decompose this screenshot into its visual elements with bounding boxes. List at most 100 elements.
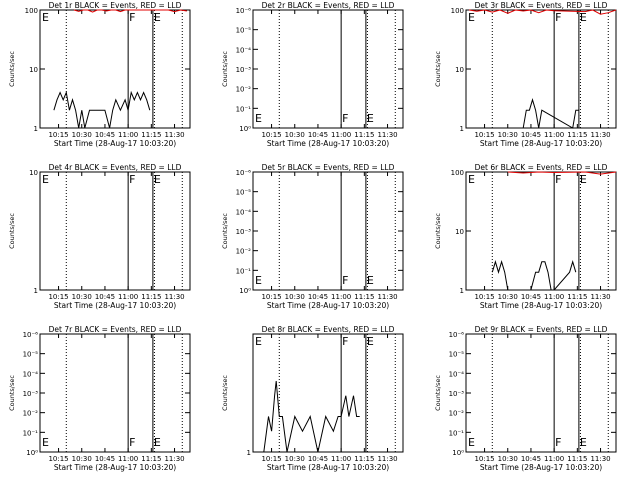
event-marker-label: E bbox=[580, 11, 587, 24]
event-marker-label: F bbox=[129, 173, 135, 186]
y-tick-label: 10⁻⁶ bbox=[23, 331, 39, 339]
x-tick-label: 10:15 bbox=[261, 293, 281, 301]
x-tick-label: 11:30 bbox=[377, 455, 397, 463]
x-tick-label: 11:00 bbox=[331, 293, 351, 301]
event-marker-label: F bbox=[129, 436, 135, 449]
event-marker-label: E bbox=[468, 11, 475, 24]
panel-title: Det 2r BLACK = Events, RED = LLD bbox=[262, 1, 395, 10]
x-tick-label: 11:00 bbox=[544, 131, 564, 139]
y-tick-label: 10⁻³ bbox=[236, 228, 252, 236]
x-tick-label: 11:15 bbox=[354, 455, 374, 463]
x-tick-label: 11:00 bbox=[118, 455, 138, 463]
panel-title: Det 5r BLACK = Events, RED = LLD bbox=[262, 163, 395, 172]
x-axis-label: Start Time (28-Aug-17 10:03:20) bbox=[480, 139, 602, 148]
y-tick-label: 10 bbox=[455, 66, 464, 74]
y-tick-label: 1 bbox=[460, 287, 464, 295]
detector-panel: Det 5r BLACK = Events, RED = LLD 10⁰ 10⁻¹ 1… bbox=[221, 163, 404, 310]
x-tick-label: 10:30 bbox=[498, 131, 518, 139]
x-tick-label: 11:30 bbox=[164, 131, 184, 139]
event-marker-label: F bbox=[555, 11, 561, 24]
x-tick-label: 11:00 bbox=[331, 131, 351, 139]
x-tick-label: 11:00 bbox=[118, 131, 138, 139]
event-marker-label: E bbox=[154, 11, 161, 24]
plot-frame bbox=[465, 333, 617, 453]
x-tick-label: 11:30 bbox=[590, 131, 610, 139]
x-tick-label: 10:15 bbox=[474, 131, 494, 139]
event-marker-label: E bbox=[580, 173, 587, 186]
x-tick-label: 11:15 bbox=[567, 293, 587, 301]
lld-series-line bbox=[469, 9, 617, 15]
y-tick-label: 10⁻⁴ bbox=[236, 46, 252, 54]
y-tick-label: 10⁻⁴ bbox=[23, 370, 39, 378]
y-tick-label: 10⁻⁴ bbox=[236, 208, 252, 216]
x-tick-label: 10:15 bbox=[261, 455, 281, 463]
event-marker-label: F bbox=[342, 335, 348, 348]
x-tick-label: 11:30 bbox=[164, 455, 184, 463]
y-tick-label: 10⁻⁵ bbox=[23, 351, 39, 359]
lld-series-line bbox=[73, 9, 187, 13]
y-tick-label: 10 bbox=[455, 228, 464, 236]
x-axis-label: Start Time (28-Aug-17 10:03:20) bbox=[480, 463, 602, 472]
detector-panel: Det 6r BLACK = Events, RED = LLD 1 10 100 10… bbox=[434, 163, 617, 310]
x-tick-label: 10:30 bbox=[72, 293, 92, 301]
y-tick-label: 10⁻³ bbox=[23, 390, 39, 398]
panel-title: Det 3r BLACK = Events, RED = LLD bbox=[475, 1, 608, 10]
y-tick-label: 10⁻¹ bbox=[23, 429, 39, 437]
y-tick-label: 10 bbox=[29, 169, 38, 177]
plot-frame bbox=[465, 171, 617, 291]
detector-panel: Det 7r BLACK = Events, RED = LLD 10⁰ 10⁻¹ 1… bbox=[8, 325, 191, 472]
x-tick-label: 11:00 bbox=[331, 455, 351, 463]
y-axis-label: Counts/sec bbox=[221, 213, 229, 249]
y-tick-label: 1 bbox=[247, 449, 251, 457]
y-tick-label: 10⁻⁴ bbox=[449, 370, 465, 378]
x-tick-label: 10:45 bbox=[521, 131, 541, 139]
y-tick-label: 10⁻³ bbox=[449, 390, 465, 398]
x-axis-label: Start Time (28-Aug-17 10:03:20) bbox=[267, 139, 389, 148]
y-tick-label: 10⁰ bbox=[239, 287, 251, 295]
panel-title: Det 6r BLACK = Events, RED = LLD bbox=[475, 163, 608, 172]
events-series-line bbox=[491, 260, 577, 291]
y-axis-label: Counts/sec bbox=[434, 51, 442, 87]
y-axis-label: Counts/sec bbox=[434, 213, 442, 249]
plot-frame bbox=[39, 9, 191, 129]
x-tick-label: 10:15 bbox=[261, 131, 281, 139]
event-marker-label: E bbox=[367, 274, 374, 287]
event-marker-label: F bbox=[342, 112, 348, 125]
x-tick-label: 11:15 bbox=[141, 455, 161, 463]
x-tick-label: 10:45 bbox=[308, 455, 328, 463]
x-axis-label: Start Time (28-Aug-17 10:03:20) bbox=[267, 463, 389, 472]
x-tick-label: 10:15 bbox=[48, 293, 68, 301]
y-axis-label: Counts/sec bbox=[221, 51, 229, 87]
x-tick-label: 10:30 bbox=[498, 455, 518, 463]
event-marker-label: E bbox=[42, 11, 49, 24]
y-tick-label: 10⁻² bbox=[236, 86, 252, 94]
plot-frame bbox=[252, 171, 404, 291]
panel-title: Det 1r BLACK = Events, RED = LLD bbox=[49, 1, 182, 10]
y-tick-label: 10⁻² bbox=[449, 410, 465, 418]
x-tick-label: 11:30 bbox=[590, 455, 610, 463]
y-tick-label: 100 bbox=[25, 7, 38, 15]
event-marker-label: F bbox=[342, 274, 348, 287]
x-tick-label: 11:15 bbox=[567, 131, 587, 139]
x-tick-label: 10:45 bbox=[308, 131, 328, 139]
x-axis-label: Start Time (28-Aug-17 10:03:20) bbox=[54, 139, 176, 148]
y-axis-label: Counts/sec bbox=[8, 51, 16, 87]
detector-panel: Det 2r BLACK = Events, RED = LLD 10⁰ 10⁻¹ 1… bbox=[221, 1, 404, 148]
x-tick-label: 10:45 bbox=[308, 293, 328, 301]
event-marker-label: E bbox=[255, 112, 262, 125]
y-axis-label: Counts/sec bbox=[434, 375, 442, 411]
y-axis-label: Counts/sec bbox=[8, 213, 16, 249]
event-marker-label: F bbox=[129, 11, 135, 24]
y-tick-label: 1 bbox=[34, 287, 38, 295]
event-marker-label: E bbox=[42, 173, 49, 186]
event-marker-label: E bbox=[255, 274, 262, 287]
x-tick-label: 10:15 bbox=[48, 455, 68, 463]
x-tick-label: 10:45 bbox=[521, 455, 541, 463]
x-tick-label: 11:00 bbox=[118, 293, 138, 301]
y-tick-label: 10⁻⁵ bbox=[236, 27, 252, 35]
x-tick-label: 10:30 bbox=[72, 131, 92, 139]
y-tick-label: 10⁻¹ bbox=[449, 429, 465, 437]
y-tick-label: 10⁻⁵ bbox=[449, 351, 465, 359]
y-tick-label: 10⁻¹ bbox=[236, 267, 252, 275]
